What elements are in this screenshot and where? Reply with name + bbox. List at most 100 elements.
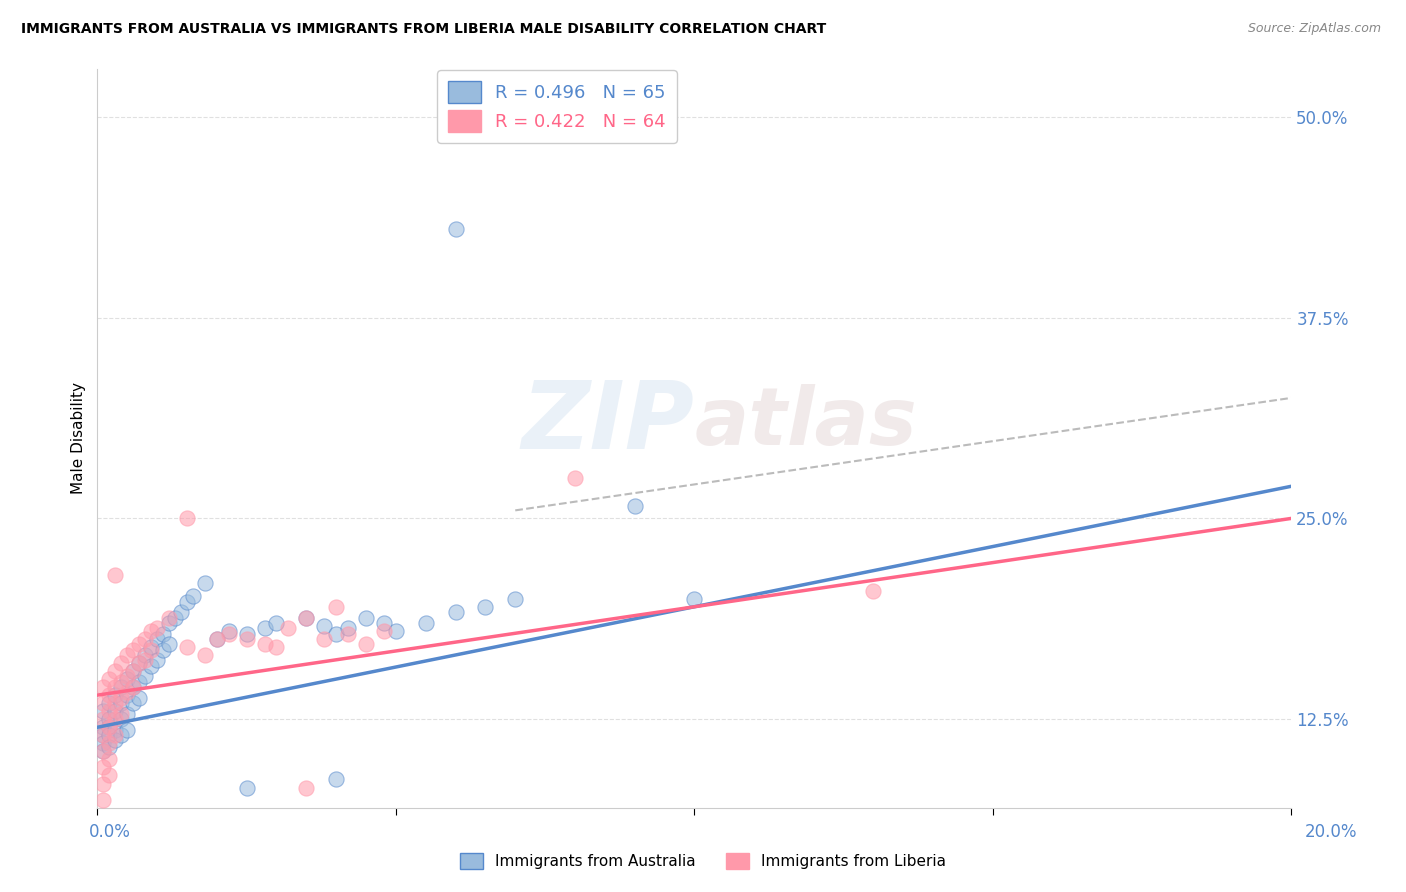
Point — [146, 632, 169, 646]
Point — [314, 619, 336, 633]
Point — [218, 624, 240, 638]
Point — [128, 656, 150, 670]
Point — [163, 611, 186, 625]
Point — [104, 688, 127, 702]
Point — [91, 680, 114, 694]
Point — [104, 704, 127, 718]
Y-axis label: Male Disability: Male Disability — [72, 382, 86, 494]
Point — [115, 648, 138, 662]
Point — [98, 672, 121, 686]
Text: IMMIGRANTS FROM AUSTRALIA VS IMMIGRANTS FROM LIBERIA MALE DISABILITY CORRELATION: IMMIGRANTS FROM AUSTRALIA VS IMMIGRANTS … — [21, 22, 827, 37]
Point — [104, 733, 127, 747]
Point — [266, 615, 288, 630]
Point — [91, 728, 114, 742]
Point — [122, 643, 145, 657]
Point — [181, 589, 204, 603]
Point — [104, 567, 127, 582]
Point — [110, 712, 132, 726]
Point — [325, 627, 347, 641]
Point — [128, 675, 150, 690]
Point — [253, 621, 276, 635]
Point — [235, 632, 257, 646]
Point — [122, 680, 145, 694]
Point — [157, 611, 180, 625]
Point — [110, 707, 132, 722]
Legend: Immigrants from Australia, Immigrants from Liberia: Immigrants from Australia, Immigrants fr… — [454, 847, 952, 875]
Point — [104, 664, 127, 678]
Point — [104, 728, 127, 742]
Point — [91, 792, 114, 806]
Point — [176, 640, 198, 654]
Point — [157, 615, 180, 630]
Point — [104, 680, 127, 694]
Point — [134, 653, 156, 667]
Point — [146, 621, 169, 635]
Point — [683, 591, 706, 606]
Point — [91, 704, 114, 718]
Point — [295, 781, 318, 796]
Point — [152, 643, 174, 657]
Point — [266, 640, 288, 654]
Point — [91, 760, 114, 774]
Point — [91, 744, 114, 758]
Point — [325, 772, 347, 786]
Point — [128, 656, 150, 670]
Point — [139, 659, 162, 673]
Text: 20.0%: 20.0% — [1305, 822, 1357, 840]
Point — [115, 723, 138, 738]
Point — [564, 471, 586, 485]
Point — [122, 664, 145, 678]
Point — [444, 605, 467, 619]
Point — [354, 637, 377, 651]
Point — [104, 712, 127, 726]
Point — [373, 615, 395, 630]
Point — [104, 723, 127, 738]
Point — [253, 637, 276, 651]
Point — [194, 575, 217, 590]
Point — [152, 627, 174, 641]
Point — [474, 599, 496, 614]
Point — [134, 648, 156, 662]
Point — [122, 680, 145, 694]
Point — [98, 720, 121, 734]
Point — [115, 707, 138, 722]
Point — [91, 712, 114, 726]
Point — [139, 643, 162, 657]
Point — [139, 640, 162, 654]
Legend: R = 0.496   N = 65, R = 0.422   N = 64: R = 0.496 N = 65, R = 0.422 N = 64 — [437, 70, 676, 143]
Point — [115, 672, 138, 686]
Point — [98, 728, 121, 742]
Point — [277, 621, 299, 635]
Point — [139, 624, 162, 638]
Point — [194, 648, 217, 662]
Point — [134, 632, 156, 646]
Point — [205, 632, 228, 646]
Point — [122, 664, 145, 678]
Point — [415, 615, 437, 630]
Point — [115, 669, 138, 683]
Point — [385, 624, 408, 638]
Point — [98, 768, 121, 782]
Text: ZIP: ZIP — [522, 377, 695, 469]
Point — [98, 736, 121, 750]
Point — [354, 611, 377, 625]
Point — [110, 656, 132, 670]
Point — [91, 776, 114, 790]
Point — [98, 696, 121, 710]
Point — [98, 688, 121, 702]
Point — [98, 704, 121, 718]
Point — [98, 739, 121, 754]
Point — [176, 511, 198, 525]
Point — [337, 621, 360, 635]
Text: Source: ZipAtlas.com: Source: ZipAtlas.com — [1247, 22, 1381, 36]
Point — [157, 637, 180, 651]
Point — [253, 824, 276, 838]
Point — [91, 744, 114, 758]
Point — [623, 499, 645, 513]
Point — [235, 627, 257, 641]
Point — [314, 632, 336, 646]
Point — [122, 696, 145, 710]
Point — [91, 728, 114, 742]
Point — [91, 696, 114, 710]
Point — [444, 222, 467, 236]
